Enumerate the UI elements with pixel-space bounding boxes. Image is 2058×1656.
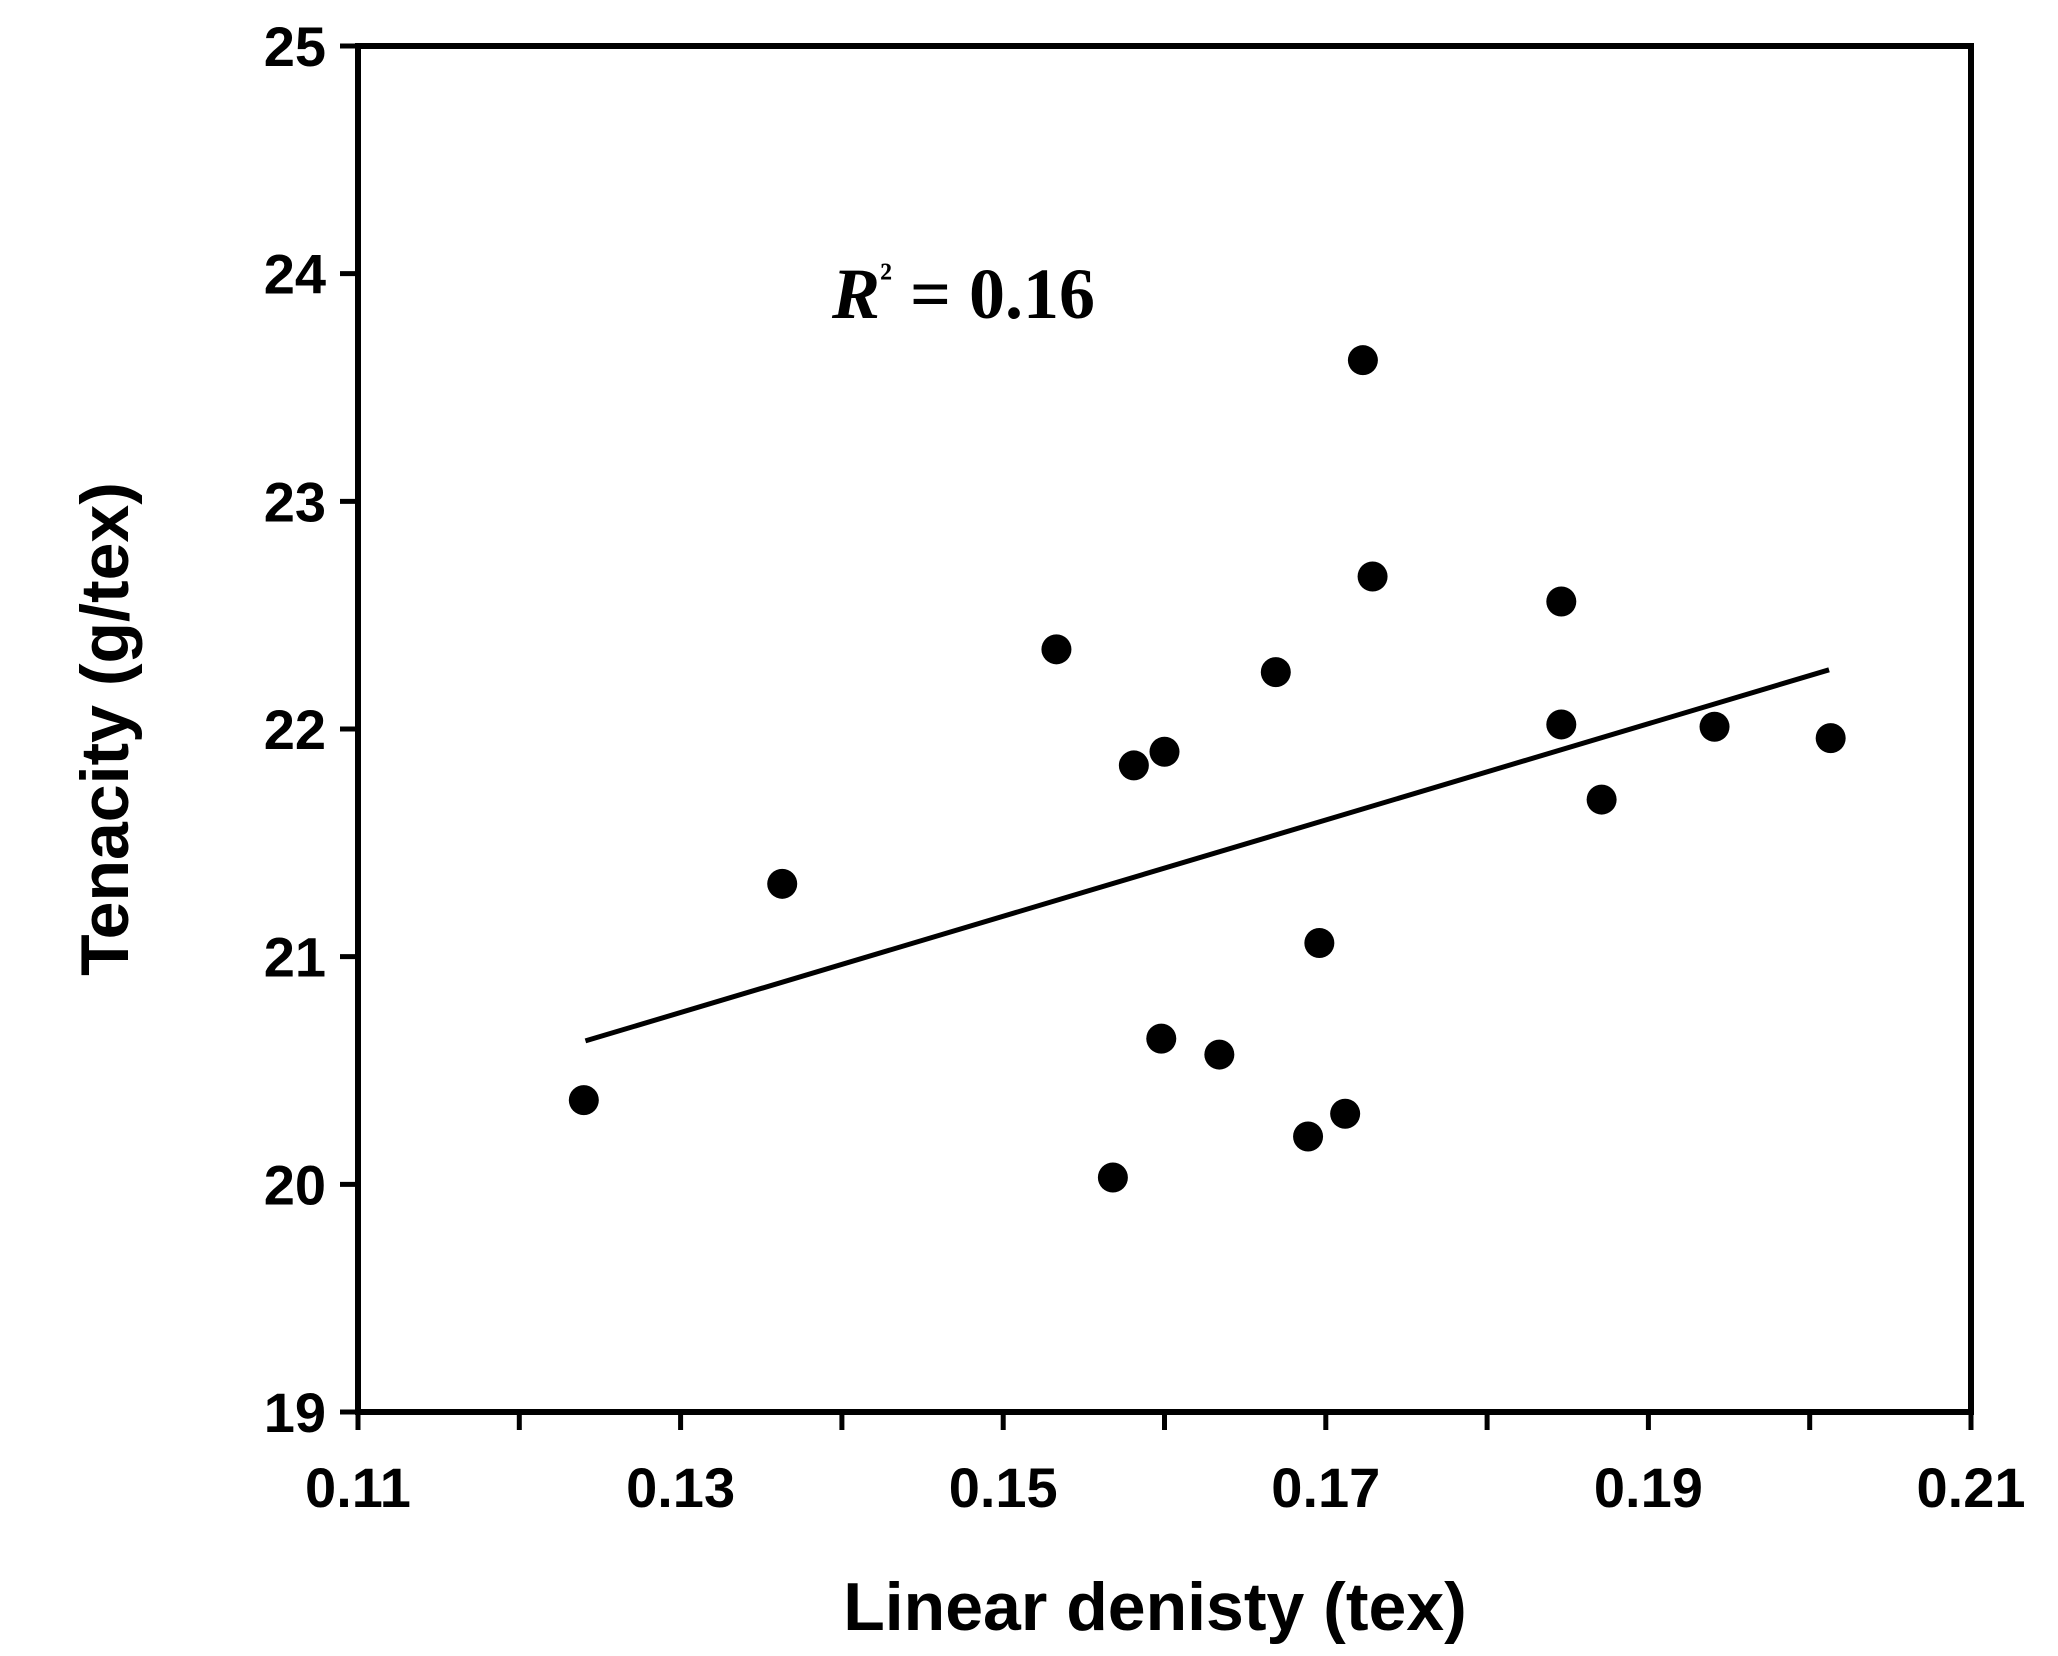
data-point xyxy=(1041,634,1072,665)
y-tick-label: 23 xyxy=(264,470,326,533)
x-axis-title: Linear denisty (tex) xyxy=(843,1569,1467,1645)
x-tick-label: 0.11 xyxy=(305,1456,411,1519)
x-tick-label: 0.15 xyxy=(949,1456,1058,1519)
r-squared-value: = 0.16 xyxy=(892,254,1095,334)
y-tick-label: 20 xyxy=(264,1153,326,1216)
x-tick-label: 0.19 xyxy=(1594,1456,1703,1519)
data-points xyxy=(568,345,1846,1193)
data-point xyxy=(1586,784,1617,815)
y-tick-label: 19 xyxy=(264,1381,326,1444)
data-point xyxy=(1357,561,1388,592)
r-squared-annotation: R² = 0.16 xyxy=(831,254,1095,334)
data-point xyxy=(1546,586,1577,617)
data-point xyxy=(1204,1039,1235,1070)
data-point xyxy=(1699,711,1730,742)
y-tick-label: 24 xyxy=(264,243,326,306)
data-point xyxy=(767,868,798,899)
data-point xyxy=(1097,1162,1128,1193)
y-tick-label: 22 xyxy=(264,698,326,761)
data-point xyxy=(1146,1023,1177,1054)
data-point xyxy=(1330,1098,1361,1129)
data-point xyxy=(1815,723,1846,754)
r-symbol: R xyxy=(831,254,880,334)
x-tick-label: 0.13 xyxy=(626,1456,735,1519)
x-tick-label: 0.17 xyxy=(1271,1456,1380,1519)
y-tick-labels: 19 20 21 22 23 24 25 xyxy=(264,15,326,1444)
data-point xyxy=(568,1085,599,1116)
data-point xyxy=(1260,657,1291,688)
trend-line xyxy=(584,667,1830,1044)
axis-ticks xyxy=(340,43,1974,1430)
data-point xyxy=(1293,1121,1324,1152)
data-point xyxy=(1149,736,1180,767)
y-axis-title: Tenacity (g/tex) xyxy=(67,482,143,976)
y-tick-label: 25 xyxy=(264,15,326,78)
y-tick-label: 21 xyxy=(264,926,326,989)
data-point xyxy=(1546,709,1577,740)
x-tick-labels: 0.11 0.13 0.15 0.17 0.19 0.21 xyxy=(305,1456,2025,1519)
x-tick-label: 0.21 xyxy=(1917,1456,2026,1519)
r-superscript: ² xyxy=(880,254,892,299)
data-point xyxy=(1118,750,1149,781)
data-point xyxy=(1347,345,1378,376)
data-point xyxy=(1304,928,1335,959)
